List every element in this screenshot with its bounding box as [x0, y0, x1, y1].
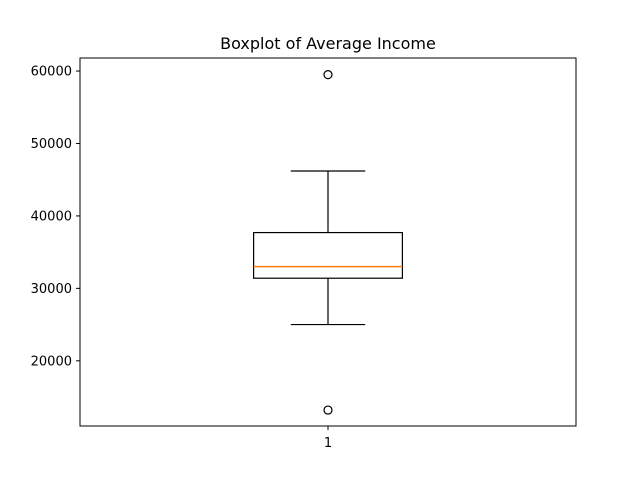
y-axis: 20000 30000 40000 50000 60000	[31, 65, 80, 369]
iqr-box	[253, 231, 404, 279]
plot-area	[253, 70, 404, 415]
x-tick-label: 1	[324, 436, 332, 451]
outlier-point	[323, 405, 333, 415]
y-tick-label: 20000	[31, 354, 72, 369]
outlier-point	[323, 70, 333, 80]
y-tick-label: 50000	[31, 137, 72, 152]
y-tick-label: 60000	[31, 65, 72, 80]
y-tick-label: 40000	[31, 209, 72, 224]
y-tick-label: 30000	[31, 282, 72, 297]
chart-title: Boxplot of Average Income	[220, 34, 436, 53]
x-axis: 1	[324, 426, 332, 451]
axes-frame	[79, 57, 577, 427]
